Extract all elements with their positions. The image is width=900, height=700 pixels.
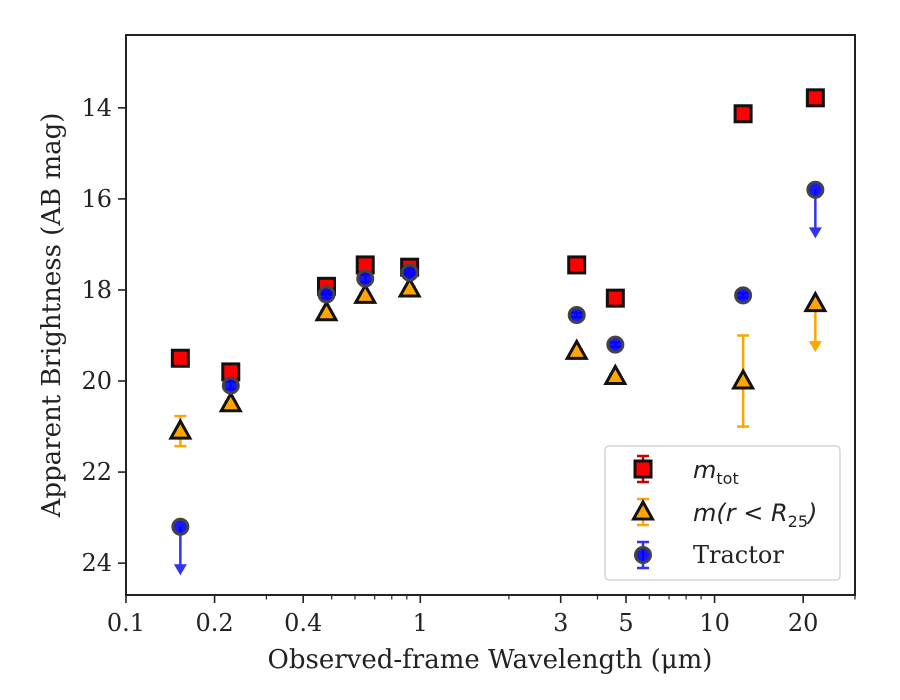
- data-point-mr25: [603, 363, 628, 385]
- x-tick-label: 0.2: [196, 609, 234, 637]
- data-point-mr25: [168, 414, 193, 448]
- mtot-marker: [733, 104, 753, 124]
- data-point-mr25: [731, 334, 756, 428]
- y-tick-label: 20: [81, 367, 112, 395]
- series-mr25: [168, 275, 828, 448]
- legend-mtot-marker: [633, 459, 653, 479]
- data-point-mr25: [803, 290, 828, 353]
- tractor-marker: [317, 285, 336, 304]
- mr25-limit-arrowhead: [808, 341, 822, 353]
- tractor-limit-arrowhead: [173, 564, 187, 576]
- mr25-marker: [603, 363, 628, 385]
- legend-label-mtot: mtot: [693, 456, 739, 488]
- data-point-tractor: [356, 269, 375, 288]
- y-axis-label: Apparent Brightness (AB mag): [37, 113, 67, 519]
- data-points: [168, 88, 828, 576]
- legend-label-tractor: Tractor: [693, 541, 784, 569]
- data-point-tractor: [400, 263, 419, 282]
- tractor-marker: [171, 517, 190, 536]
- data-point-mr25: [218, 390, 243, 413]
- data-point-mtot: [605, 288, 625, 308]
- tractor-marker: [606, 335, 625, 354]
- data-point-tractor: [171, 517, 190, 576]
- legend-mr25-sub: 25: [788, 512, 808, 531]
- mtot-marker: [567, 255, 587, 275]
- tractor-marker: [567, 306, 586, 324]
- y-tick-label: 16: [81, 185, 112, 213]
- x-tick-label: 0.4: [284, 609, 322, 637]
- mr25-marker: [168, 418, 193, 440]
- data-point-tractor: [734, 286, 753, 305]
- y-tick-label: 22: [81, 458, 112, 486]
- data-point-tractor: [317, 285, 336, 304]
- tractor-marker: [356, 269, 375, 288]
- x-tick-label: 0.1: [107, 609, 145, 637]
- mtot-marker: [805, 88, 825, 108]
- legend-mtot-math: m: [693, 456, 716, 484]
- mr25-marker: [218, 390, 243, 413]
- series-mtot: [170, 88, 825, 382]
- data-point-mtot: [170, 348, 190, 368]
- axis-ticks: 0.1 0.2 0.4 1 3 5 10 20 14 16 18 20 22 24: [81, 94, 856, 637]
- legend-marker-mr25: [630, 497, 656, 527]
- data-point-tractor: [806, 180, 825, 239]
- x-tick-label: 5: [618, 609, 633, 637]
- tractor-marker: [734, 286, 753, 305]
- legend-marker-tractor: [634, 540, 652, 570]
- legend-mr25-math: m(r < R: [693, 499, 788, 527]
- x-tick-label: 20: [788, 609, 819, 637]
- data-point-tractor: [221, 376, 240, 395]
- x-axis-label: Observed-frame Wavelength (μm): [268, 645, 713, 675]
- x-tick-label: 3: [553, 609, 568, 637]
- data-point-mtot: [733, 104, 753, 124]
- mr25-marker: [731, 367, 756, 390]
- data-point-mr25: [314, 299, 339, 322]
- series-tractor: [171, 180, 825, 576]
- data-point-mr25: [564, 338, 589, 360]
- plot-frame: [125, 34, 856, 596]
- x-tick-label: 10: [699, 609, 730, 637]
- legend-mtot-sub: tot: [716, 469, 738, 488]
- y-tick-label: 18: [81, 276, 112, 304]
- data-point-mtot: [805, 88, 825, 108]
- y-tick-label: 24: [81, 549, 112, 577]
- mtot-marker: [605, 288, 625, 308]
- mr25-marker: [353, 282, 378, 304]
- x-tick-label: 1: [413, 609, 428, 637]
- mtot-marker: [170, 348, 190, 368]
- legend-label-mr25: m(r < R25): [693, 499, 817, 531]
- legend-box: [604, 445, 841, 581]
- mr25-marker: [314, 299, 339, 322]
- tractor-marker: [400, 263, 419, 282]
- tractor-marker: [221, 376, 240, 395]
- data-point-mr25: [397, 275, 422, 298]
- tractor-limit-arrowhead: [808, 227, 822, 239]
- legend: mtot m(r < R25) Tractor: [604, 445, 841, 581]
- legend-tractor-marker: [634, 546, 652, 564]
- y-tick-label: 14: [81, 94, 112, 122]
- legend-mr25-marker: [630, 498, 656, 521]
- data-point-mtot: [567, 255, 587, 275]
- legend-marker-mtot: [633, 454, 653, 484]
- mr25-marker: [397, 275, 422, 298]
- tractor-marker: [806, 180, 825, 199]
- data-point-tractor: [606, 335, 625, 354]
- mr25-marker: [803, 290, 828, 313]
- data-point-tractor: [567, 306, 586, 324]
- data-point-mr25: [353, 282, 378, 304]
- legend-mr25-close: ): [806, 499, 817, 527]
- mr25-marker: [564, 338, 589, 360]
- legend-markers: [630, 454, 656, 570]
